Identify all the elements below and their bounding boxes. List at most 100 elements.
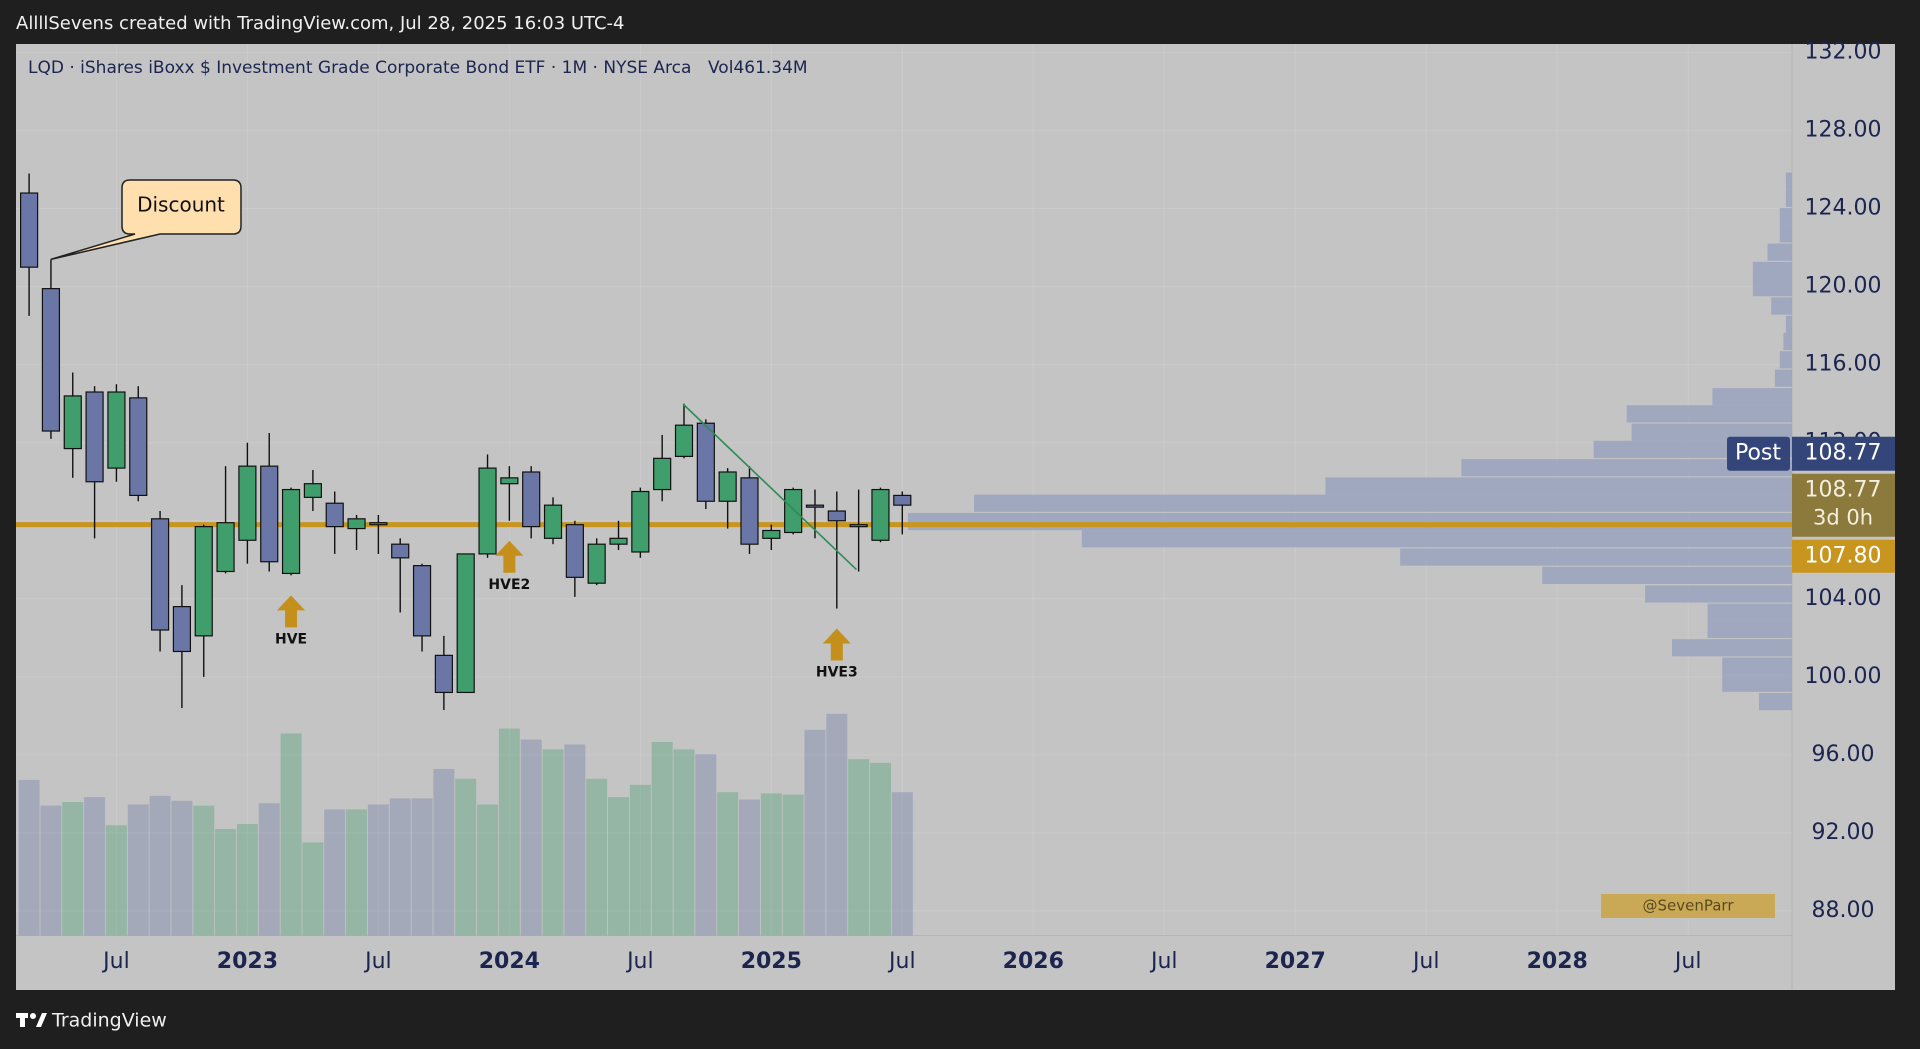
candle-body: [150, 518, 170, 631]
x-tick-label: 2026: [1003, 949, 1064, 974]
candle-body: [631, 490, 650, 553]
volume-bar: [651, 741, 673, 936]
candle-body: [85, 391, 104, 483]
volume-bar: [215, 828, 237, 936]
hve-arrow: [495, 540, 524, 573]
y-tick-label: 100.00: [1805, 664, 1882, 689]
volume-profile-bar: [1626, 405, 1792, 423]
candle-body: [805, 504, 825, 508]
candle-body: [522, 471, 541, 528]
hve-label: HVE2: [488, 577, 530, 593]
legend-title: LQD · iShares iBoxx $ Investment Grade C…: [28, 58, 691, 78]
volume-bar: [367, 804, 389, 936]
volume-profile-bar: [1542, 566, 1792, 584]
volume-profile-bar: [1774, 369, 1792, 387]
y-tick-label: 132.00: [1805, 40, 1882, 65]
candle-body: [63, 395, 82, 450]
volume-profile-bar: [1400, 548, 1792, 566]
x-tick-label: 2023: [217, 949, 278, 974]
volume-bar: [869, 762, 891, 936]
candle-body: [827, 510, 846, 522]
volume-bar: [346, 809, 368, 936]
candle-body: [674, 424, 694, 457]
volume-profile-bar: [907, 512, 1792, 531]
volume-bar: [302, 842, 324, 936]
volume-profile-bar: [1752, 261, 1792, 280]
candle-body: [587, 543, 606, 584]
volume-bar: [520, 739, 542, 936]
last-price: 108.77: [1805, 478, 1882, 503]
candle-body: [718, 471, 737, 502]
volume-profile-bar: [1752, 279, 1792, 297]
volume-bar: [280, 733, 302, 936]
volume-profile-bar: [1758, 693, 1792, 711]
candle-body: [281, 488, 301, 575]
volume-profile-bar: [1722, 657, 1792, 675]
candle-body: [696, 422, 715, 502]
callout-text: Discount: [137, 193, 225, 217]
volume-bar: [760, 793, 782, 936]
volume-bar: [891, 792, 913, 936]
x-tick-label: Jul: [1673, 949, 1702, 974]
post-tag: [1727, 436, 1790, 471]
vol-value: 461.34M: [733, 58, 807, 78]
candle-body: [347, 518, 366, 530]
x-tick-label: 2027: [1265, 949, 1326, 974]
vol-label: Vol: [708, 58, 733, 78]
candle-body: [20, 192, 39, 268]
x-tick-label: 2025: [741, 949, 802, 974]
volume-bar: [608, 797, 630, 936]
volume-profile-bar: [1785, 172, 1792, 190]
y-tick-label: 120.00: [1805, 274, 1882, 299]
volume-bar: [717, 792, 739, 936]
volume-bar: [826, 713, 848, 936]
callout: [50, 179, 242, 261]
tv-logo: [16, 1013, 47, 1027]
candle-body: [500, 477, 519, 485]
x-tick-label: Jul: [625, 949, 654, 974]
y-tick-label: 92.00: [1812, 820, 1875, 845]
volume-profile-bar: [1785, 189, 1792, 207]
candle-body: [784, 488, 803, 534]
volume-bar: [127, 804, 149, 936]
candle-body: [216, 522, 235, 573]
volume-label: Vol461.34M: [708, 58, 808, 78]
trendline: [682, 403, 858, 571]
volume-profile-bar: [1631, 423, 1792, 441]
volume-bar: [18, 779, 40, 936]
volume-profile-bar: [1707, 603, 1792, 621]
hve-arrow: [277, 595, 306, 628]
y-tick-label: 128.00: [1805, 118, 1882, 143]
plot: 88.0092.0096.00100.00104.00108.00112.001…: [16, 40, 1895, 974]
level-tag: [1792, 539, 1895, 573]
volume-profile-bar: [1461, 459, 1792, 477]
candle-body: [107, 391, 126, 469]
countdown: 3d 0h: [1813, 506, 1873, 530]
candle-body: [849, 524, 868, 528]
candle-body: [41, 288, 61, 432]
volume-bar: [477, 804, 499, 936]
volume-bar: [782, 794, 804, 936]
credit: AllllSevens created with TradingView.com…: [16, 13, 625, 34]
candle-body: [194, 526, 213, 637]
y-tick-label: 96.00: [1812, 742, 1875, 767]
volume-bar: [848, 759, 870, 936]
level-price: 107.80: [1805, 544, 1882, 569]
volume-profile-bar: [1712, 388, 1792, 406]
candle-body: [893, 494, 912, 506]
x-tick-label: Jul: [887, 949, 916, 974]
x-tick-label: Jul: [1411, 949, 1440, 974]
last-price-tag: [1792, 473, 1895, 537]
volume-bar: [84, 797, 106, 936]
candle-body: [129, 397, 148, 497]
post-label: Post: [1735, 441, 1781, 466]
volume-bar: [236, 824, 258, 936]
candle-body: [369, 522, 388, 526]
volume-bar: [804, 729, 826, 936]
volume-bar: [629, 784, 651, 936]
hve-arrow: [822, 628, 851, 661]
volume-bar: [40, 805, 62, 936]
volume-profile-bar: [1785, 315, 1792, 333]
volume-profile-bar: [1645, 585, 1792, 603]
candle-body: [609, 537, 628, 545]
